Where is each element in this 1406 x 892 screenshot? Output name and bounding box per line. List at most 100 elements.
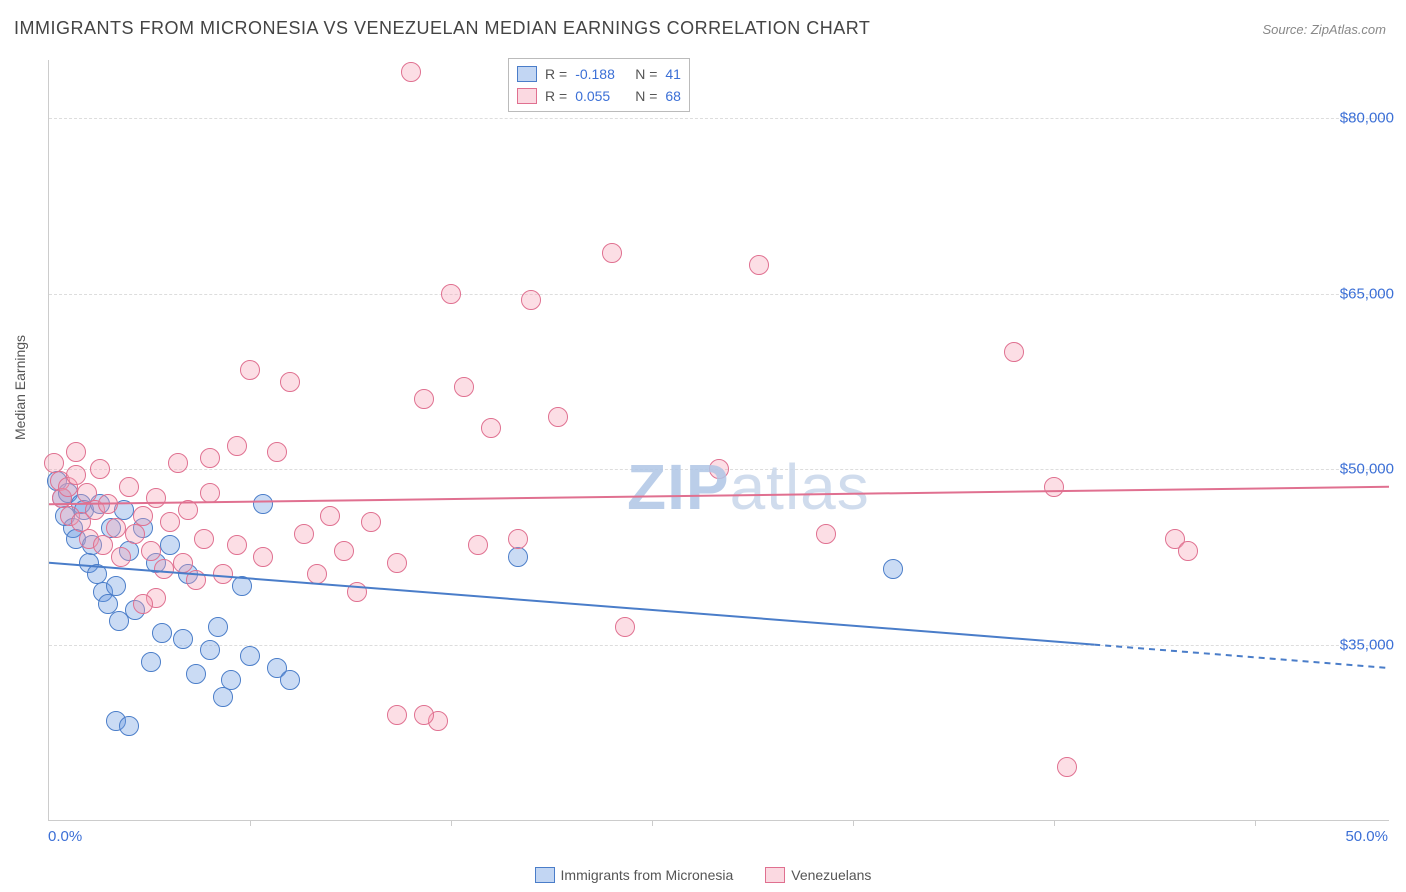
- data-point: [133, 506, 153, 526]
- data-point: [454, 377, 474, 397]
- data-point: [200, 483, 220, 503]
- data-point: [1004, 342, 1024, 362]
- data-point: [401, 62, 421, 82]
- r-value: 0.055: [575, 88, 627, 104]
- y-tick-label: $80,000: [1340, 110, 1394, 127]
- y-tick-label: $65,000: [1340, 285, 1394, 302]
- data-point: [200, 640, 220, 660]
- data-point: [387, 705, 407, 725]
- gridline: [49, 294, 1389, 295]
- legend-swatch: [517, 88, 537, 104]
- data-point: [414, 705, 434, 725]
- data-point: [168, 453, 188, 473]
- data-point: [240, 360, 260, 380]
- source-label: Source:: [1262, 22, 1310, 37]
- data-point: [602, 243, 622, 263]
- series-legend-item: Immigrants from Micronesia: [535, 867, 734, 883]
- x-tick-label-min: 0.0%: [48, 828, 82, 845]
- data-point: [307, 564, 327, 584]
- n-label: N =: [635, 66, 657, 82]
- data-point: [280, 670, 300, 690]
- data-point: [387, 553, 407, 573]
- data-point: [146, 488, 166, 508]
- series-legend: Immigrants from Micronesia Venezuelans: [0, 867, 1406, 886]
- data-point: [90, 459, 110, 479]
- data-point: [66, 442, 86, 462]
- data-point: [508, 547, 528, 567]
- data-point: [154, 559, 174, 579]
- legend-swatch: [535, 867, 555, 883]
- data-point: [106, 518, 126, 538]
- data-point: [213, 564, 233, 584]
- data-point: [816, 524, 836, 544]
- data-point: [141, 652, 161, 672]
- data-point: [160, 535, 180, 555]
- data-point: [232, 576, 252, 596]
- data-point: [160, 512, 180, 532]
- data-point: [240, 646, 260, 666]
- data-point: [98, 494, 118, 514]
- data-point: [186, 570, 206, 590]
- data-point: [508, 529, 528, 549]
- n-value: 68: [665, 88, 681, 104]
- data-point: [883, 559, 903, 579]
- y-axis-label: Median Earnings: [12, 335, 28, 440]
- n-value: 41: [665, 66, 681, 82]
- r-value: -0.188: [575, 66, 627, 82]
- data-point: [749, 255, 769, 275]
- data-point: [227, 436, 247, 456]
- data-point: [615, 617, 635, 637]
- data-point: [227, 535, 247, 555]
- data-point: [347, 582, 367, 602]
- data-point: [194, 529, 214, 549]
- x-minor-tick: [250, 820, 251, 826]
- data-point: [334, 541, 354, 561]
- data-point: [208, 617, 228, 637]
- data-point: [294, 524, 314, 544]
- data-point: [125, 524, 145, 544]
- trend-line: [49, 563, 1094, 645]
- chart-title: IMMIGRANTS FROM MICRONESIA VS VENEZUELAN…: [14, 18, 870, 39]
- data-point: [152, 623, 172, 643]
- trend-line: [49, 487, 1389, 505]
- source-attribution: Source: ZipAtlas.com: [1262, 22, 1386, 37]
- data-point: [178, 500, 198, 520]
- data-point: [173, 553, 193, 573]
- x-minor-tick: [853, 820, 854, 826]
- data-point: [200, 448, 220, 468]
- data-point: [106, 576, 126, 596]
- data-point: [253, 494, 273, 514]
- data-point: [133, 594, 153, 614]
- data-point: [213, 687, 233, 707]
- data-point: [548, 407, 568, 427]
- x-tick-label-max: 50.0%: [1345, 828, 1388, 845]
- data-point: [93, 535, 113, 555]
- legend-swatch: [765, 867, 785, 883]
- x-minor-tick: [451, 820, 452, 826]
- watermark-atlas: atlas: [730, 451, 870, 523]
- data-point: [267, 442, 287, 462]
- data-point: [414, 389, 434, 409]
- gridline: [49, 118, 1389, 119]
- data-point: [119, 477, 139, 497]
- watermark: ZIPatlas: [627, 450, 870, 524]
- data-point: [481, 418, 501, 438]
- legend-swatch: [517, 66, 537, 82]
- y-tick-label: $35,000: [1340, 636, 1394, 653]
- y-tick-label: $50,000: [1340, 461, 1394, 478]
- x-minor-tick: [1054, 820, 1055, 826]
- data-point: [709, 459, 729, 479]
- data-point: [320, 506, 340, 526]
- data-point: [521, 290, 541, 310]
- scatter-plot-area: ZIPatlas: [48, 60, 1389, 821]
- x-minor-tick: [652, 820, 653, 826]
- series-legend-item: Venezuelans: [765, 867, 871, 883]
- data-point: [186, 664, 206, 684]
- data-point: [141, 541, 161, 561]
- data-point: [173, 629, 193, 649]
- trend-lines-svg: [49, 60, 1389, 820]
- data-point: [253, 547, 273, 567]
- data-point: [1044, 477, 1064, 497]
- n-label: N =: [635, 88, 657, 104]
- data-point: [1057, 757, 1077, 777]
